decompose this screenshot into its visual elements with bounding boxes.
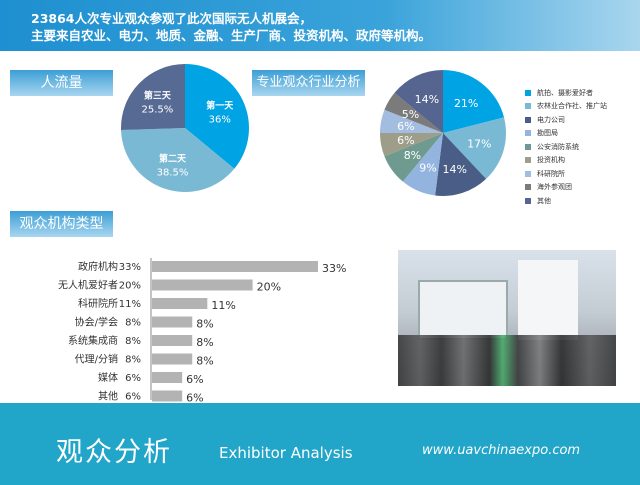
pie-slice [380,109,443,133]
legend-swatch [525,116,531,123]
bar-category-label: 协会/学会 [75,316,118,329]
slice-value-label: 17% [467,138,491,151]
legend-swatch [525,170,531,177]
legend-item: 农林业合作社、推广站 [525,100,607,114]
bar-axis-value: 8% [125,355,141,366]
legend-label: 公安消防系统 [537,142,579,151]
legend-item: 电力公司 [525,113,607,127]
slice-value-label: 14% [415,93,439,106]
footer-url[interactable]: www.uavchinaexpo.com [422,443,581,458]
bar-value-label: 20% [257,281,281,294]
legend-swatch [525,197,531,204]
bar-axis-value: 8% [125,336,141,347]
bar-axis-value: 11% [119,299,141,310]
bar-axis-value: 33% [119,262,141,273]
pie-slice [435,133,487,196]
bar-value-label: 8% [196,336,213,349]
slice-value-label: 21% [454,97,478,110]
bar [152,372,183,383]
legend-item: 海外参观团 [525,181,607,195]
bar-category-label: 其他 [98,390,118,403]
industry-legend: 航拍、摄影爱好者农林业合作社、推广站 电力公司勘图局公安消防系统 投资机构科研院所海… [525,86,607,208]
slice-value-label: 38.5% [157,167,189,178]
bar [152,335,193,346]
legend-item: 投资机构 [525,154,607,168]
slice-value-label: 25.5% [142,104,174,115]
bar-category-label: 系统集成商 [68,334,118,347]
pie-slice [384,92,443,133]
legend-label: 科研院所 [537,169,565,178]
bar-category-label: 无人机爱好者 [58,279,118,292]
bar [152,298,208,309]
bar [152,279,253,291]
bar [152,353,193,365]
bar-category-label: 政府机构 [78,260,118,273]
pie-slice [443,117,506,179]
legend-swatch [525,103,531,110]
header-line-2: 主要来自农业、电力、地质、金融、生产厂商、投资机构、政府等机构。 [31,28,432,43]
bar-value-label: 11% [211,299,235,312]
pie-slice [121,128,235,192]
bar-value-label: 8% [196,318,213,331]
legend-label: 电力公司 [537,115,565,124]
legend-item: 勘图局 [525,127,607,141]
bar-value-label: 6% [186,392,203,405]
bar-category-label: 媒体 [98,372,118,384]
bar-category-label: 代理/分销 [75,353,118,366]
pie-slice [121,64,185,131]
bar-value-label: 6% [186,373,203,386]
bar-value-label: 33% [322,262,346,275]
legend-swatch [525,143,531,150]
pie-slice [402,133,443,196]
legend-label: 其他 [537,196,551,205]
footer-title-en: Exhibitor Analysis [219,444,353,462]
slice-category-label: 第三天 [144,89,172,101]
bar-axis-value: 6% [125,373,141,384]
footer-banner: 观众分析 Exhibitor Analysis www.uavchinaexpo… [0,403,640,485]
slice-category-label: 第二天 [159,152,187,164]
exhibition-photo [398,250,616,386]
pie-slice [443,70,505,133]
pie-slice [185,64,249,169]
section-title-org-type: 观众机构类型 [10,211,113,237]
legend-item: 航拍、摄影爱好者 [525,86,607,100]
footer-title-cn: 观众分析 [56,437,172,468]
pie-slice [394,70,443,133]
bar [152,390,183,402]
legend-label: 航拍、摄影爱好者 [537,88,593,97]
bar-axis-value: 8% [125,318,141,329]
slice-value-label: 14% [442,163,466,176]
slice-category-label: 第一天 [206,100,234,112]
bar-axis-value: 20% [119,281,141,292]
bar [152,316,193,328]
slice-value-label: 6% [397,134,414,147]
section-title-traffic: 人流量 [10,70,113,96]
legend-item: 科研院所 [525,167,607,181]
slice-value-label: 5% [402,108,419,121]
section-title-industry: 专业观众行业分析 [252,70,365,96]
bar-axis-value: 6% [125,392,141,403]
header-line-1: 23864人次专业观众参观了此次国际无人机展会， [31,11,312,26]
pie-slice [380,133,443,157]
legend-swatch [525,130,531,137]
slice-value-label: 36% [209,115,231,126]
pie-slice [384,133,443,182]
legend-swatch [525,184,531,191]
slice-value-label: 8% [404,149,421,162]
bar-category-label: 科研院所 [78,297,118,310]
legend-item: 其他 [525,194,607,208]
slice-value-label: 6% [397,120,414,133]
legend-swatch [525,89,531,96]
bar [152,261,318,272]
legend-swatch [525,157,531,164]
header-banner: 23864人次专业观众参观了此次国际无人机展会， 主要来自农业、电力、地质、金融… [0,0,640,51]
legend-label: 投资机构 [537,156,565,165]
slice-value-label: 9% [419,162,436,175]
legend-label: 海外参观团 [537,183,572,192]
legend-item: 公安消防系统 [525,140,607,154]
legend-label: 农林业合作社、推广站 [537,102,607,111]
legend-label: 勘图局 [537,129,558,138]
bar-value-label: 8% [196,355,213,368]
